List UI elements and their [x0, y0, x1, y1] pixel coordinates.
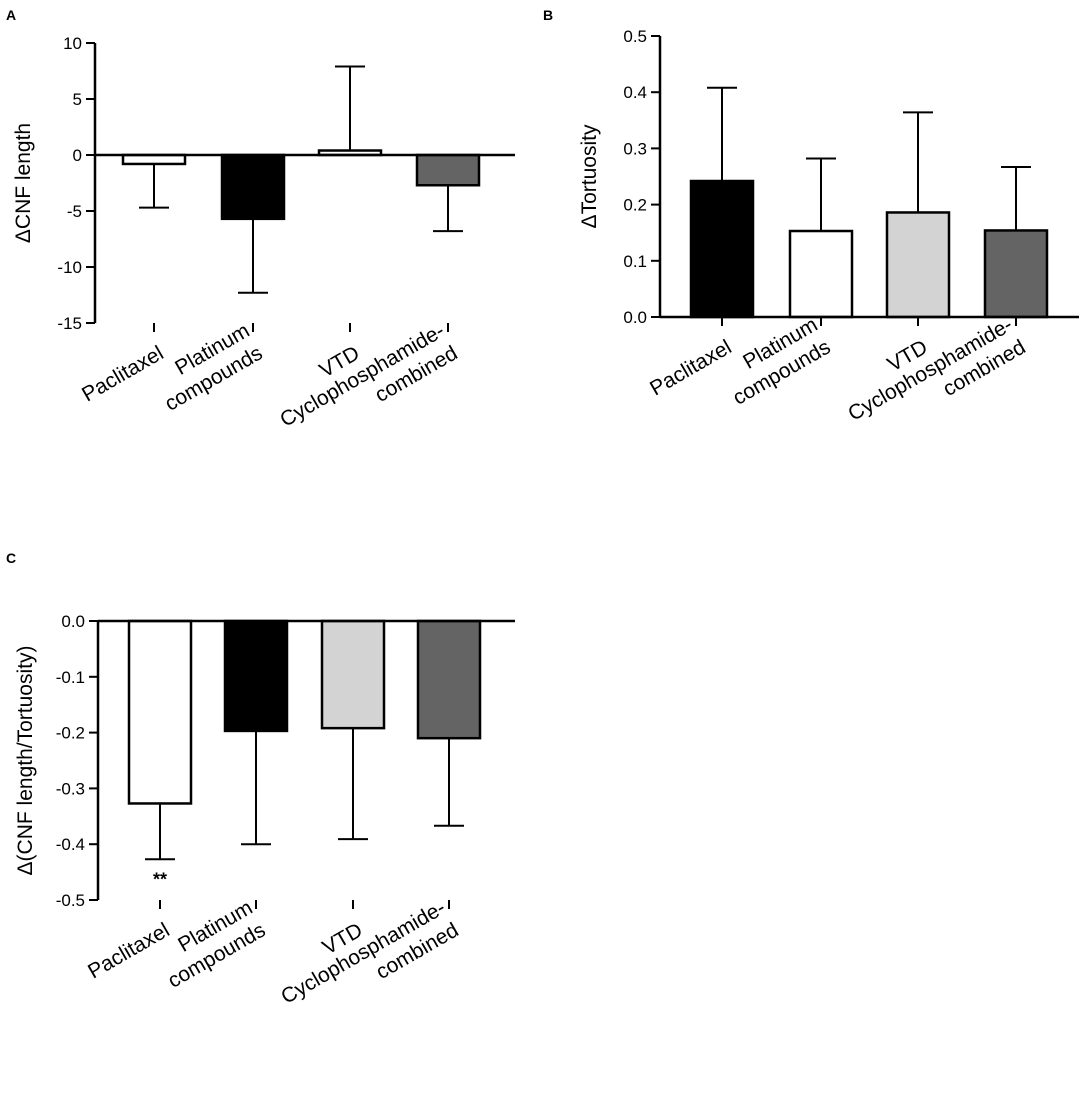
y-axis-title: ΔCNF length: [12, 123, 35, 243]
y-axis-title: ΔTortuosity: [578, 124, 601, 228]
y-tick-label: -0.4: [56, 835, 85, 854]
y-tick-label: 0.4: [623, 83, 647, 102]
panel-label: A: [6, 7, 16, 23]
y-tick-label: -0.1: [56, 668, 85, 687]
bar-0: [127, 619, 193, 805]
panel-a: A 10 5 0 -5 -10 -15 ΔCNF length Paclitaxel Platin…: [6, 7, 515, 454]
bar-0: [121, 153, 187, 166]
category-label: Platinumcompounds: [716, 313, 835, 410]
y-tick-label: 0: [73, 146, 82, 165]
y-tick-label: 5: [73, 90, 82, 109]
category-label: Platinumcompounds: [151, 896, 270, 993]
significance-annotation: **: [153, 869, 167, 889]
category-label: Cyclophosphamide-combined: [277, 896, 462, 1031]
panel-b: B 0.5 0.4 0.3 0.2 0.1 0.0 ΔTortuosity Paclitaxel…: [543, 7, 1079, 448]
category-label: Cyclophosphamide-combined: [844, 313, 1029, 448]
category-label: Paclitaxel: [84, 919, 173, 984]
bar-1: [788, 229, 854, 319]
y-axis-title: Δ(CNF length/Tortuosity): [14, 646, 37, 876]
bar-3: [416, 619, 482, 740]
bar-1: [223, 619, 289, 733]
y-tick-label: 0.2: [623, 196, 647, 215]
panel-c: C 0.0 -0.1 -0.2 -0.3 -0.4 -0.5 Δ(CNF length/Tor…: [6, 550, 515, 1031]
category-label: Paclitaxel: [646, 336, 735, 401]
bar-3: [983, 229, 1049, 319]
y-tick-label: -0.2: [56, 724, 85, 743]
bar-3: [415, 153, 481, 187]
y-tick-label: 0.5: [623, 27, 647, 46]
y-tick-label: -0.5: [56, 891, 85, 910]
y-tick-label: 0.3: [623, 139, 647, 158]
y-tick-label: -15: [57, 314, 82, 333]
y-tick-label: -0.3: [56, 779, 85, 798]
y-tick-label: 0.0: [61, 612, 85, 631]
category-label: Paclitaxel: [78, 342, 167, 407]
bar-2: [885, 211, 951, 319]
panel-label: C: [6, 550, 16, 566]
bar-0: [689, 179, 755, 319]
category-label: Cyclophosphamide-combined: [276, 319, 461, 454]
y-tick-label: -10: [57, 258, 82, 277]
category-label: Platinumcompounds: [148, 319, 267, 416]
y-tick-label: 0.0: [623, 308, 647, 327]
bar-1: [220, 153, 286, 221]
y-tick-label: -5: [67, 202, 82, 221]
bar-2: [320, 619, 386, 730]
y-tick-label: 0.1: [623, 252, 647, 271]
panel-label: B: [543, 7, 553, 23]
y-tick-label: 10: [63, 34, 82, 53]
